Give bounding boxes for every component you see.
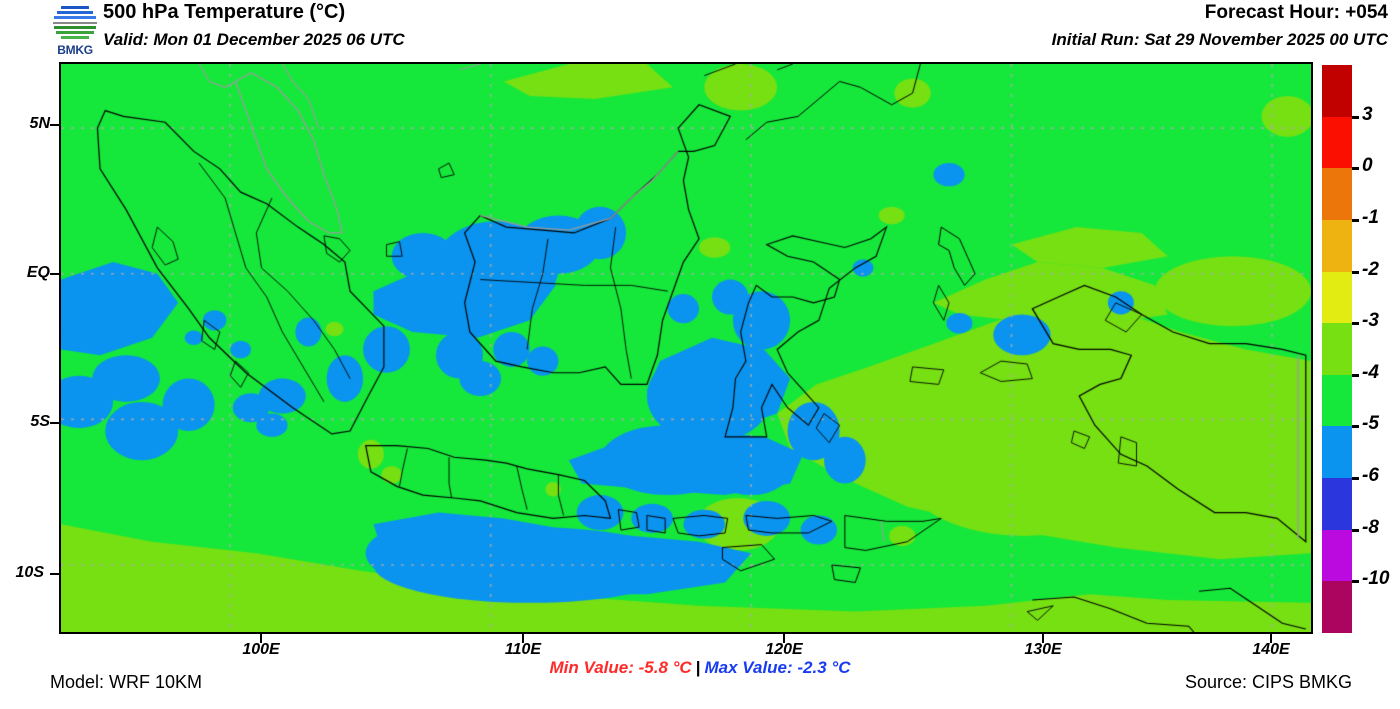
colorbar-label-4: -3 xyxy=(1362,310,1379,332)
min-value-label: Min Value: -5.8 °C xyxy=(549,658,692,677)
colorbar-band-10 xyxy=(1322,581,1352,633)
minmax-separator: | xyxy=(695,658,701,677)
lon-label-120e: 120E xyxy=(765,641,803,658)
lat-tick-eq xyxy=(50,273,59,275)
colorbar-label-5: -4 xyxy=(1362,361,1379,383)
colorbar-label-8: -8 xyxy=(1362,516,1379,538)
lat-label-eq: EQ xyxy=(26,264,50,281)
weather-map[interactable]: Copyright Sub Bidang Prediksi Cuaca BMKG… xyxy=(59,62,1313,634)
colorbar-tick-2 xyxy=(1352,218,1359,222)
colorbar-tick-7 xyxy=(1352,477,1359,481)
min-max-values: Min Value: -5.8 °C | Max Value: -2.3 °C xyxy=(0,658,1400,678)
lon-label-130e: 130E xyxy=(1024,641,1062,658)
model-label: Model: WRF 10KM xyxy=(50,672,203,692)
forecast-hour-label: Forecast Hour: +054 xyxy=(1204,2,1388,23)
colorbar-band-5 xyxy=(1322,323,1352,375)
colorbar-label-3: -2 xyxy=(1362,258,1379,280)
colorbar-band-0 xyxy=(1322,65,1352,117)
colorbar-band-8 xyxy=(1322,478,1352,530)
valid-time-label: Valid: Mon 01 December 2025 06 UTC xyxy=(103,30,405,49)
colorbar-band-9 xyxy=(1322,529,1352,582)
colorbar-label-7: -6 xyxy=(1362,465,1379,487)
colorbar-tick-8 xyxy=(1352,528,1359,532)
lon-tick-110e xyxy=(522,634,524,643)
colorbar-band-7 xyxy=(1322,426,1352,478)
lat-label-5s: 5S xyxy=(30,413,50,430)
max-value-label: Max Value: -2.3 °C xyxy=(704,658,851,677)
colorbar-band-6 xyxy=(1322,374,1352,427)
logo-disc xyxy=(52,2,98,44)
header: BMKG 500 hPa Temperature (°C) Valid: Mon… xyxy=(0,0,1400,60)
temperature-colorbar xyxy=(1322,65,1352,633)
colorbar-tick-1 xyxy=(1352,167,1359,171)
colorbar-label-6: -5 xyxy=(1362,413,1379,435)
colorbar-band-1 xyxy=(1322,116,1352,169)
colorbar-label-1: 0 xyxy=(1362,155,1373,177)
lon-label-110e: 110E xyxy=(504,641,542,658)
lon-tick-140e xyxy=(1270,634,1272,643)
lon-tick-100e xyxy=(260,634,262,643)
lon-label-140e: 140E xyxy=(1252,641,1290,658)
colorbar-band-4 xyxy=(1322,271,1352,324)
colorbar-label-2: -1 xyxy=(1362,206,1379,228)
lat-tick-5s xyxy=(50,422,59,424)
colorbar-label-9: -10 xyxy=(1362,568,1390,590)
colorbar-tick-3 xyxy=(1352,270,1359,274)
colorbar-tick-5 xyxy=(1352,373,1359,377)
page-title: 500 hPa Temperature (°C) xyxy=(103,1,346,23)
lat-label-10s: 10S xyxy=(15,564,44,581)
colorbar-tick-6 xyxy=(1352,425,1359,429)
colorbar-band-2 xyxy=(1322,168,1352,220)
initial-run-label: Initial Run: Sat 29 November 2025 00 UTC xyxy=(1051,30,1388,49)
lon-tick-130e xyxy=(1042,634,1044,643)
colorbar-band-3 xyxy=(1322,219,1352,272)
colorbar-tick-4 xyxy=(1352,322,1359,326)
lat-tick-5n xyxy=(50,124,59,126)
lat-label-5n: 5N xyxy=(29,115,50,132)
lon-label-100e: 100E xyxy=(242,641,280,658)
temperature-field-canvas xyxy=(61,64,1311,632)
logo-text: BMKG xyxy=(57,43,93,57)
colorbar-label-0: 3 xyxy=(1362,103,1373,125)
source-label: Source: CIPS BMKG xyxy=(1184,672,1352,692)
colorbar-tick-0 xyxy=(1352,115,1359,119)
bmkg-logo: BMKG xyxy=(46,2,104,58)
colorbar-tick-9 xyxy=(1352,580,1359,584)
lat-tick-10s xyxy=(50,573,59,575)
lon-tick-120e xyxy=(783,634,785,643)
